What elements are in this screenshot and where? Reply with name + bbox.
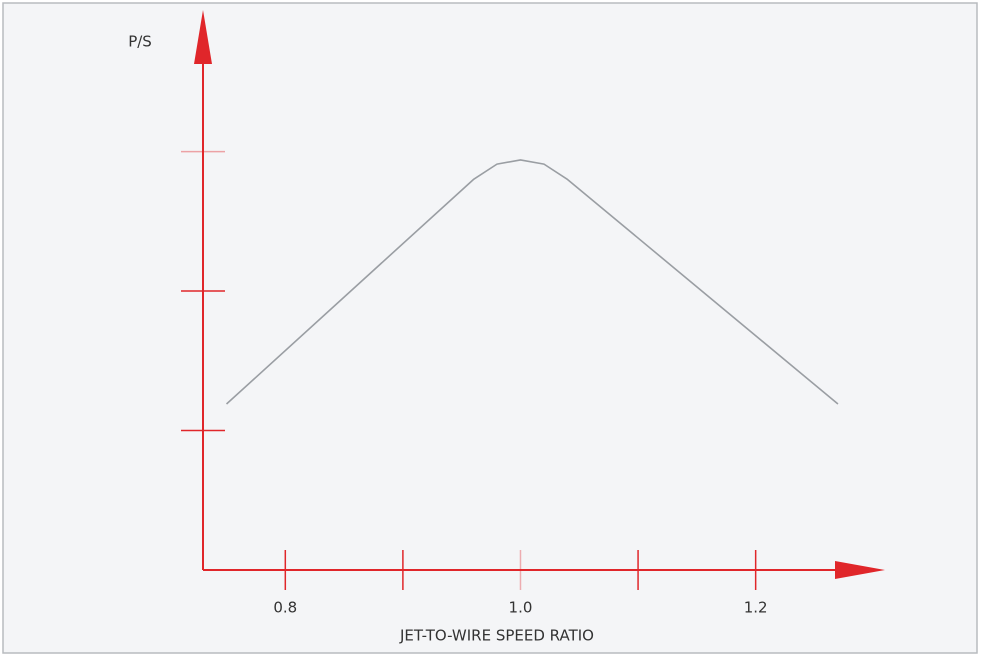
y-axis-label: P/S (128, 33, 152, 51)
line-series (225, 159, 839, 405)
x-axis-label: JET-TO-WIRE SPEED RATIO (399, 627, 594, 645)
x-tick-label: 0.8 (273, 599, 297, 617)
x-tick-label: 1.0 (509, 599, 533, 617)
x-tick-label: 1.2 (744, 599, 768, 617)
y-axis-arrow (194, 10, 212, 64)
x-axis-arrow (835, 561, 885, 579)
